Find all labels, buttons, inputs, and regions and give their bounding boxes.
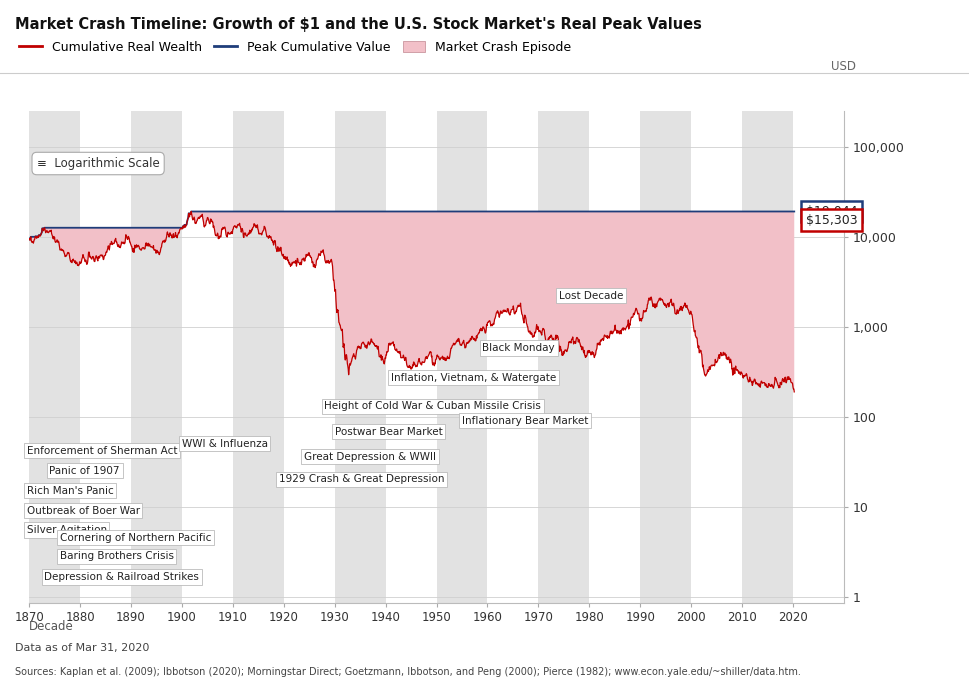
Bar (233, 111, 284, 603)
Text: Height of Cold War & Cuban Missile Crisis: Height of Cold War & Cuban Missile Crisi… (325, 401, 541, 412)
Text: Data as of Mar 31, 2020: Data as of Mar 31, 2020 (15, 643, 149, 653)
Text: Postwar Bear Market: Postwar Bear Market (334, 427, 442, 437)
Bar (741, 111, 793, 603)
Text: Outbreak of Boer War: Outbreak of Boer War (26, 506, 140, 516)
Text: $15,303: $15,303 (805, 213, 857, 227)
Text: Depression & Railroad Strikes: Depression & Railroad Strikes (45, 572, 199, 582)
Bar (131, 111, 182, 603)
Text: $19,044: $19,044 (805, 205, 857, 218)
Text: Panic of 1907: Panic of 1907 (49, 466, 120, 476)
Text: WWI & Influenza: WWI & Influenza (182, 439, 267, 448)
Legend: Cumulative Real Wealth, Peak Cumulative Value, Market Crash Episode: Cumulative Real Wealth, Peak Cumulative … (19, 41, 571, 54)
Text: Inflation, Vietnam, & Watergate: Inflation, Vietnam, & Watergate (391, 373, 555, 383)
Bar (334, 111, 386, 603)
Text: Enforcement of Sherman Act: Enforcement of Sherman Act (26, 446, 177, 455)
Text: Silver Agitation: Silver Agitation (26, 525, 107, 535)
Text: Lost Decade: Lost Decade (558, 291, 622, 301)
Bar (29, 111, 80, 603)
Text: Rich Man's Panic: Rich Man's Panic (26, 486, 113, 495)
Text: ≡  Logarithmic Scale: ≡ Logarithmic Scale (37, 157, 159, 170)
Text: Decade: Decade (29, 620, 74, 633)
Text: Market Crash Timeline: Growth of $1 and the U.S. Stock Market's Real Peak Values: Market Crash Timeline: Growth of $1 and … (15, 17, 701, 33)
Text: Inflationary Bear Market: Inflationary Bear Market (461, 416, 588, 426)
Bar (640, 111, 690, 603)
Text: Great Depression & WWII: Great Depression & WWII (304, 452, 436, 462)
Text: USD: USD (829, 60, 855, 73)
Text: 1929 Crash & Great Depression: 1929 Crash & Great Depression (278, 475, 444, 484)
Text: Baring Brothers Crisis: Baring Brothers Crisis (60, 552, 173, 561)
Bar (436, 111, 487, 603)
Text: Black Monday: Black Monday (482, 343, 554, 353)
Text: Cornering of Northern Pacific: Cornering of Northern Pacific (60, 533, 211, 543)
Text: Sources: Kaplan et al. (2009); Ibbotson (2020); Morningstar Direct; Goetzmann, I: Sources: Kaplan et al. (2009); Ibbotson … (15, 667, 799, 676)
Bar (538, 111, 589, 603)
